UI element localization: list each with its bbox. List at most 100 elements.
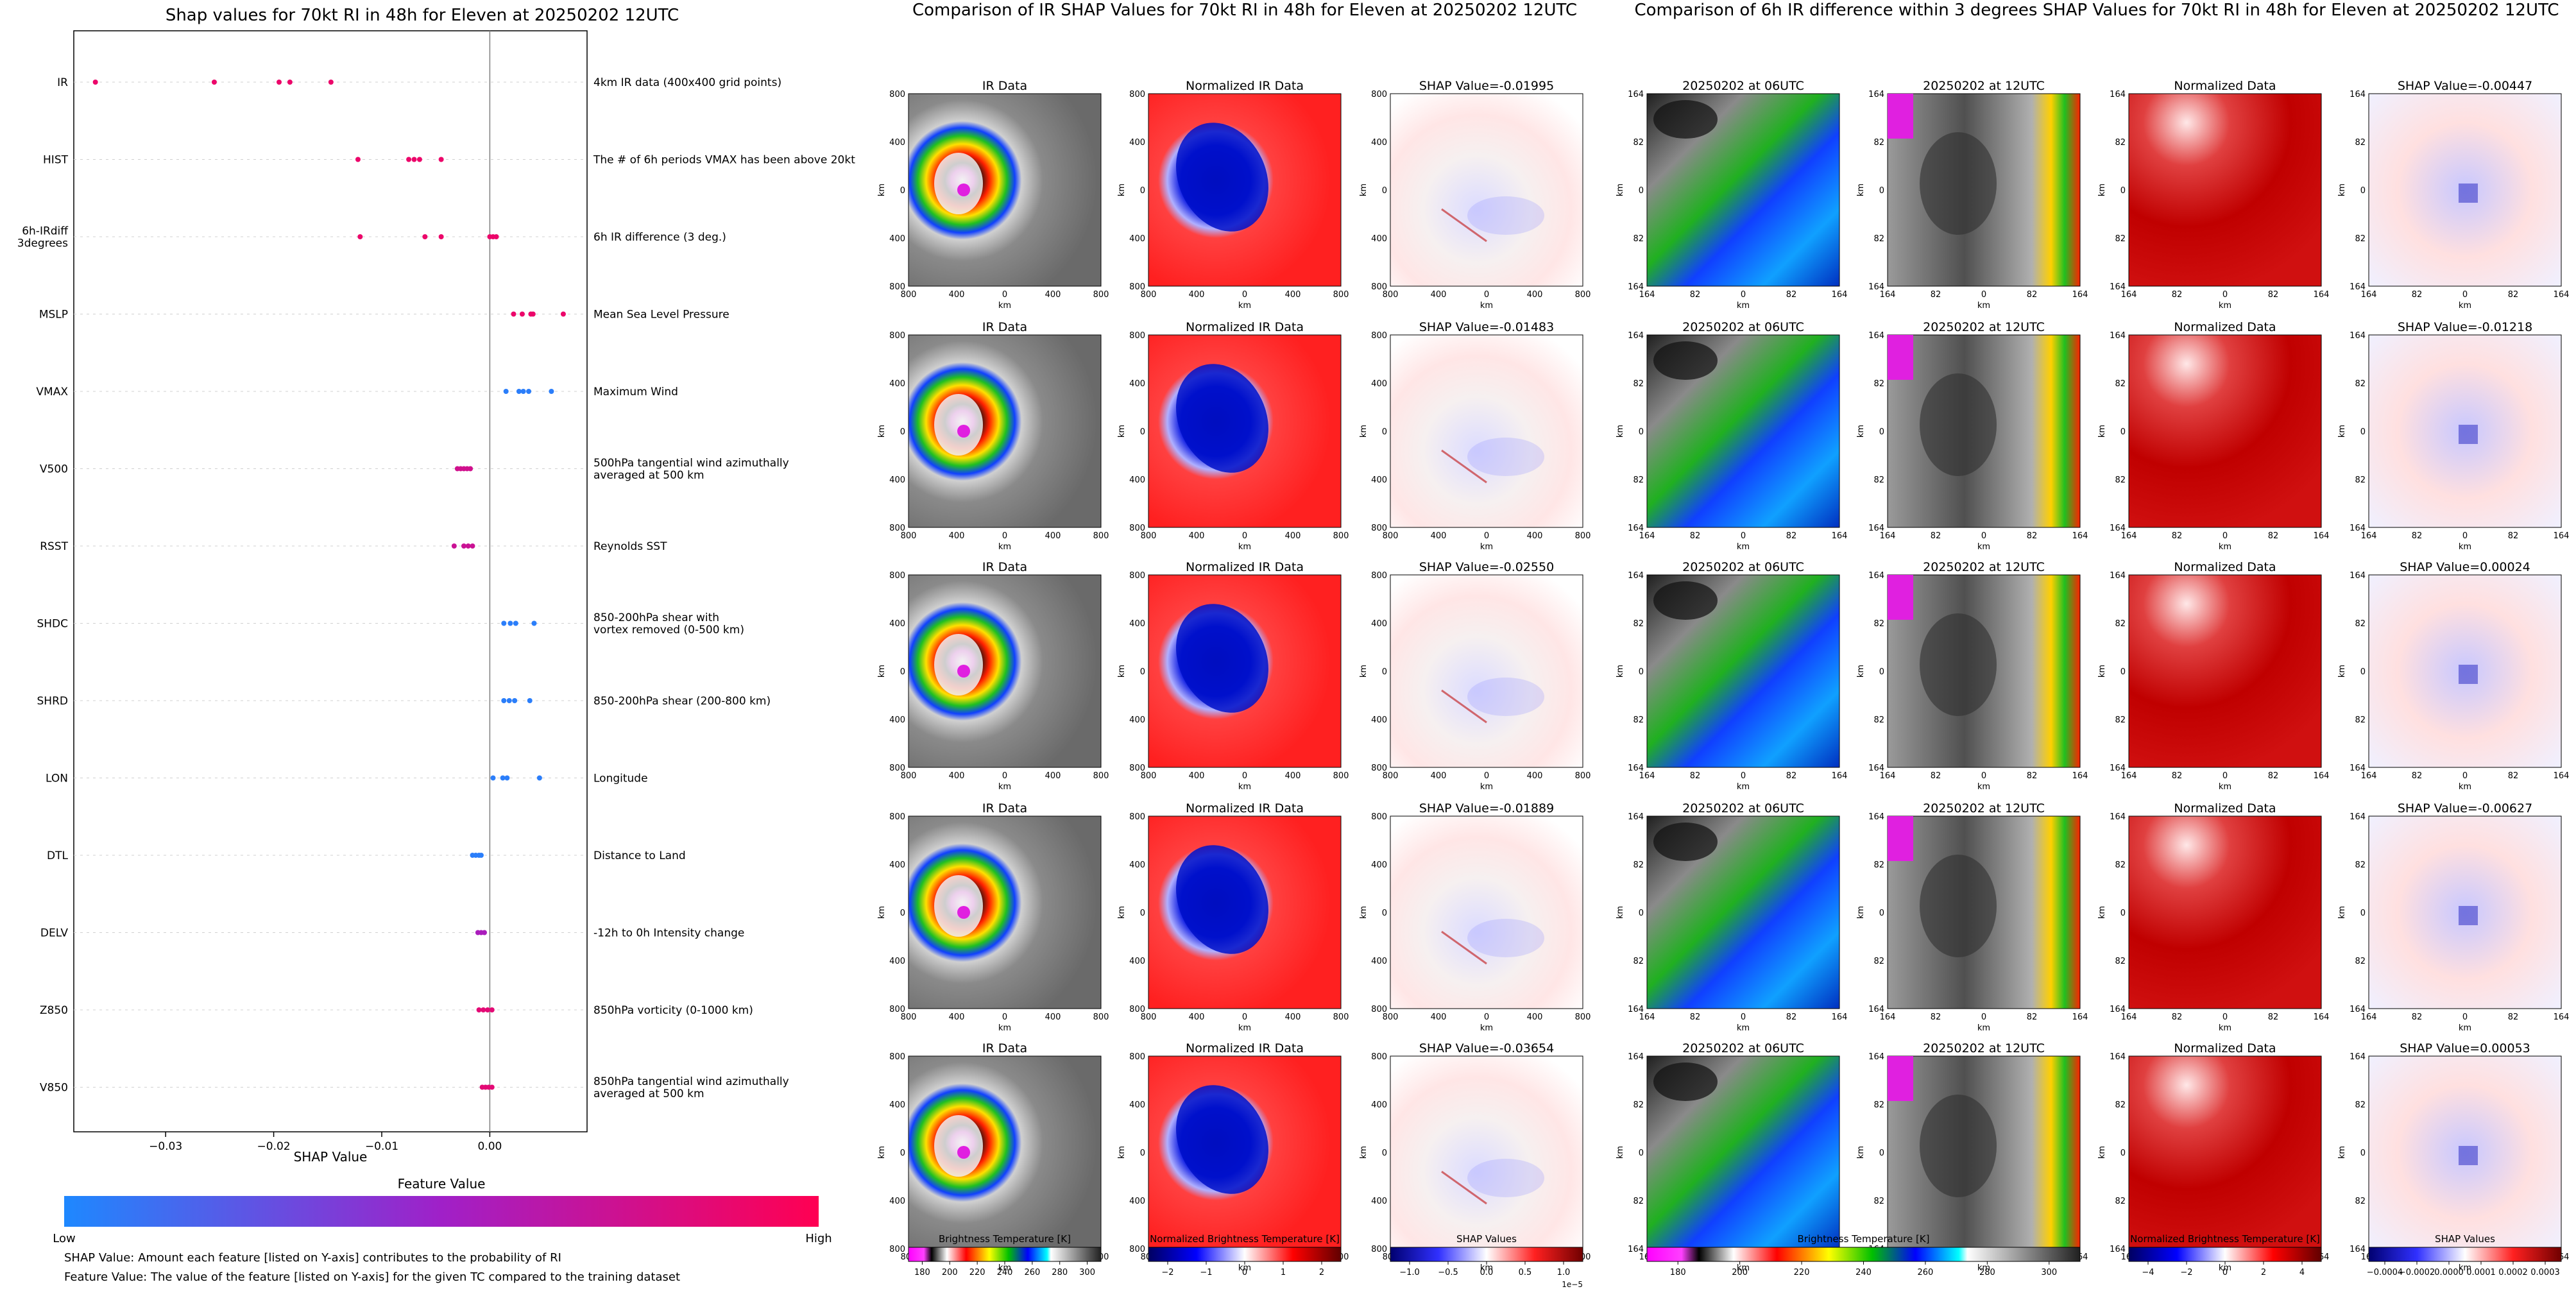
colorbar-label: SHAP Values bbox=[2435, 1233, 2495, 1245]
svg-text:DELV: DELV bbox=[40, 927, 68, 940]
dark-region bbox=[1920, 373, 1997, 476]
panel-y-tick: 400 bbox=[1129, 234, 1145, 244]
panel-y-tick: 400 bbox=[889, 860, 905, 870]
panel-x-tick: 82 bbox=[1690, 531, 1701, 541]
feature-name-10: DTL bbox=[47, 849, 68, 862]
panel-y-tick: 82 bbox=[2115, 138, 2126, 148]
feature-points bbox=[92, 80, 566, 1090]
shap-point bbox=[512, 698, 518, 703]
feature-description-0: 4km IR data (400x400 grid points) bbox=[593, 76, 781, 89]
panel-x-tick: 82 bbox=[1690, 1012, 1701, 1022]
svg-text:500hPa tangential wind azimuth: 500hPa tangential wind azimuthally bbox=[593, 457, 789, 470]
panel-x-tick: 0 bbox=[1484, 771, 1489, 781]
feature-description-10: Distance to Land bbox=[593, 849, 686, 862]
panel-x-tick: 800 bbox=[1383, 531, 1399, 541]
panel-y-tick: 82 bbox=[1633, 860, 1644, 870]
ir-panel: SHAP Value=-0.01995800800400400004004008… bbox=[1359, 79, 1591, 311]
panel-title: Normalized IR Data bbox=[1186, 801, 1304, 815]
panel-y-label: km bbox=[1616, 425, 1625, 438]
panel-x-tick: 82 bbox=[2027, 771, 2038, 781]
panel-y-tick: 164 bbox=[1868, 764, 1884, 773]
diff-panel: SHAP Value=-0.00627164164828200828216416… bbox=[2337, 801, 2569, 1033]
panel-x-label: km bbox=[1737, 301, 1750, 311]
panel-y-tick: 800 bbox=[1371, 90, 1387, 99]
panel-y-tick: 164 bbox=[1868, 1005, 1884, 1014]
colorbar-low-label: Low bbox=[53, 1232, 75, 1245]
shap-streak bbox=[1441, 208, 1487, 243]
shap-center bbox=[2459, 184, 2478, 203]
panel-x-label: km bbox=[1737, 782, 1750, 792]
shap-point bbox=[468, 466, 473, 472]
cold-cloud bbox=[1176, 1085, 1268, 1194]
dark-region bbox=[1920, 855, 1997, 957]
panel-y-tick: 400 bbox=[1371, 957, 1387, 966]
panel-x-tick: 800 bbox=[1141, 531, 1157, 541]
panel-y-label: km bbox=[1359, 1146, 1369, 1159]
svg-text:averaged at 500 km: averaged at 500 km bbox=[593, 1088, 704, 1100]
panel-title: 20250202 at 12UTC bbox=[1923, 79, 2045, 93]
panel-title: Normalized Data bbox=[2174, 79, 2276, 93]
panel-y-tick: 0 bbox=[1879, 427, 1884, 437]
panel-y-tick: 82 bbox=[2115, 234, 2126, 244]
shap-blob bbox=[1467, 1159, 1544, 1197]
panel-x-tick: 164 bbox=[1832, 1012, 1848, 1022]
dark-region bbox=[1920, 613, 1997, 716]
x-tick-label: −0.01 bbox=[365, 1140, 398, 1153]
panel-image bbox=[1390, 1055, 1583, 1249]
panel-x-tick: 164 bbox=[1639, 290, 1655, 300]
x-axis-label: SHAP Value bbox=[294, 1149, 368, 1165]
diff-panel: SHAP Value=-0.00447164164828200828216416… bbox=[2337, 79, 2569, 311]
colorbar-tick-label: −2 bbox=[1161, 1268, 1173, 1277]
panel-x-tick: 82 bbox=[2268, 1012, 2279, 1022]
panel-x-label: km bbox=[1238, 782, 1251, 792]
panel-x-tick: 400 bbox=[1431, 290, 1447, 300]
panel-title: SHAP Value=-0.01483 bbox=[1419, 320, 1554, 334]
panel-title: Normalized Data bbox=[2174, 1041, 2276, 1055]
panel-y-tick: 164 bbox=[1628, 1052, 1644, 1062]
panel-y-tick: 800 bbox=[889, 812, 905, 822]
diff-panel: 20250202 at 06UTC1641648282008282164164k… bbox=[1616, 560, 1847, 792]
panel-x-tick: 164 bbox=[1639, 1012, 1655, 1022]
shap-blob bbox=[1467, 919, 1544, 957]
panel-x-tick: 400 bbox=[1189, 531, 1205, 541]
svg-text:3degrees: 3degrees bbox=[17, 237, 68, 250]
panel-x-tick: 82 bbox=[2027, 290, 2038, 300]
panel-x-tick: 82 bbox=[1690, 771, 1701, 781]
panel-y-tick: 400 bbox=[1371, 715, 1387, 725]
shap-blob bbox=[1467, 438, 1544, 476]
panel-y-tick: 82 bbox=[1633, 957, 1644, 966]
panel-title: IR Data bbox=[982, 1041, 1027, 1055]
panel-x-tick: 164 bbox=[2554, 1012, 2570, 1022]
panel-x-tick: 164 bbox=[2314, 531, 2330, 541]
panel-x-tick: 0 bbox=[1002, 290, 1007, 300]
panel-y-tick: 164 bbox=[2110, 1245, 2126, 1254]
panel-y-tick: 800 bbox=[1129, 331, 1145, 341]
colorbar-label: Brightness Temperature [K] bbox=[1798, 1233, 1930, 1245]
ir-section-title: Comparison of IR SHAP Values for 70kt RI… bbox=[912, 1, 1577, 20]
diff-panel: Normalized Data1641648282008282164164kmk… bbox=[2097, 320, 2329, 552]
panel-y-tick: 82 bbox=[2355, 715, 2366, 725]
panel-y-tick: 0 bbox=[2120, 1148, 2126, 1158]
panel-x-tick: 82 bbox=[2508, 771, 2519, 781]
panel-x-label: km bbox=[998, 542, 1011, 552]
shap-point bbox=[411, 157, 417, 162]
storm-eye bbox=[934, 634, 983, 696]
dark-region bbox=[1653, 1063, 1718, 1101]
panel-y-tick: 164 bbox=[1628, 1245, 1644, 1254]
panel-x-tick: 0 bbox=[2222, 531, 2228, 541]
colorbar-tick-label: 200 bbox=[1732, 1268, 1748, 1277]
feature-name-8: SHRD bbox=[37, 695, 68, 708]
panel-y-tick: 164 bbox=[2110, 524, 2126, 533]
panel-y-tick: 400 bbox=[1371, 379, 1387, 389]
panel-x-tick: 0 bbox=[1741, 771, 1746, 781]
panel-x-tick: 0 bbox=[1484, 531, 1489, 541]
colorbar-tick-label: −1.0 bbox=[1399, 1268, 1420, 1277]
panel-y-tick: 400 bbox=[1129, 715, 1145, 725]
ir-panel: SHAP Value=-0.03654800800400400004004008… bbox=[1359, 1041, 1591, 1273]
storm-eye bbox=[934, 875, 983, 937]
colorbar-label: Normalized Brightness Temperature [K] bbox=[2130, 1233, 2320, 1245]
shap-point bbox=[489, 1084, 495, 1090]
colorbar-tick-label: 300 bbox=[2041, 1268, 2057, 1277]
shap-streak bbox=[1441, 449, 1487, 484]
panel-x-tick: 164 bbox=[2072, 531, 2088, 541]
